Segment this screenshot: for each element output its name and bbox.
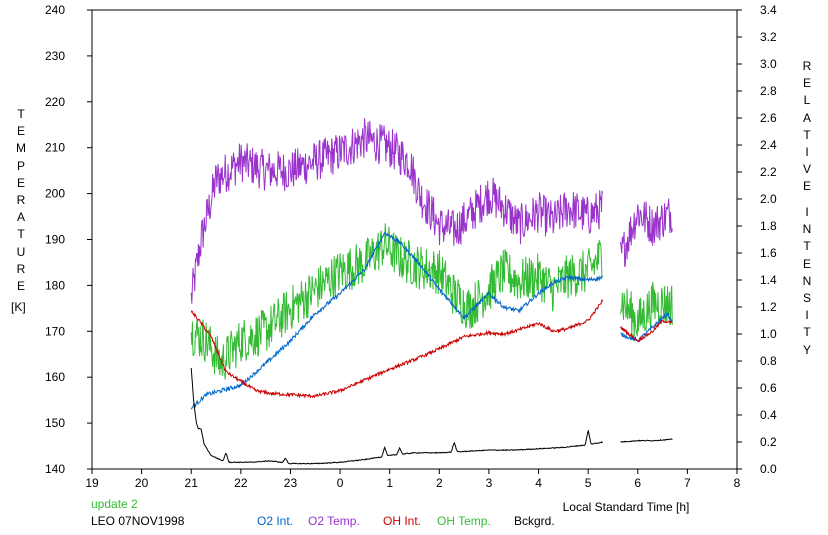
y-right-tick-label: 1.6 (760, 246, 777, 260)
y-left-tick-label: 190 (45, 233, 65, 247)
y-left-tick-label: 170 (45, 324, 65, 338)
series-line-o2-int (190, 231, 603, 410)
y-left-tick-label: 180 (45, 278, 65, 292)
y-right-tick-label: 0.0 (760, 462, 777, 476)
axis-title-letter: Y (802, 342, 811, 357)
y-right-tick-label: 2.6 (760, 111, 777, 125)
y-left-axis-unit: [K] (11, 300, 26, 314)
x-tick-label: 7 (684, 476, 691, 490)
y-right-tick-label: 2.4 (760, 138, 777, 152)
axis-title-letter: M (16, 141, 26, 156)
x-tick-label: 21 (185, 476, 199, 490)
plot-frame (91, 9, 738, 470)
axis-title-letter: A (802, 110, 811, 125)
x-tick-label: 2 (436, 476, 443, 490)
axis-title-letter: E (802, 76, 811, 91)
axis-title-letter: R (16, 192, 26, 207)
x-tick-label: 5 (585, 476, 592, 490)
y-left-tick-label: 220 (45, 95, 65, 109)
axis-title-letter: E (16, 124, 25, 139)
x-tick-label: 20 (135, 476, 149, 490)
axis-title-letter: T (17, 107, 25, 121)
y-left-tick-label: 150 (45, 416, 65, 430)
y-right-tick-label: 3.2 (760, 30, 777, 44)
x-tick-label: 6 (634, 476, 641, 490)
y-left-tick-label: 200 (45, 187, 65, 201)
y-right-tick-label: 1.2 (760, 300, 777, 314)
axis-title-letter: T (803, 325, 811, 340)
y-right-tick-label: 1.4 (760, 273, 777, 287)
x-tick-label: 3 (486, 476, 493, 490)
y-left-tick-label: 160 (45, 370, 65, 384)
y-right-tick-label: 1.8 (760, 219, 777, 233)
x-tick-label: 1 (386, 476, 393, 490)
x-tick-label: 8 (734, 476, 741, 490)
x-tick-label: 19 (85, 476, 99, 490)
axis-title-letter: U (16, 244, 26, 259)
y-left-tick-label: 230 (45, 49, 65, 63)
axis-title-letter: N (802, 273, 812, 288)
legend-entry-oh-temp: OH Temp. (437, 514, 491, 528)
axis-title-letter: T (17, 227, 25, 242)
x-tick-label: 0 (337, 476, 344, 490)
legend-entry-bckgrd: Bckgrd. (514, 514, 555, 528)
axis-title-letter: I (805, 205, 809, 219)
axis-title-letter: E (16, 175, 25, 190)
axis-title-letter: E (16, 278, 25, 293)
series-line-o2-int (620, 312, 673, 343)
series-line-bckgrd (620, 438, 673, 443)
series-line-oh-int (190, 298, 604, 399)
axis-title-letter: P (16, 158, 25, 173)
legend-entry-o2-int: O2 Int. (257, 514, 294, 528)
y-right-tick-label: 2.2 (760, 165, 777, 179)
y-left-tick-label: 240 (45, 3, 65, 17)
axis-title-letter: A (16, 210, 25, 225)
y-right-tick-label: 2.8 (760, 84, 777, 98)
series-line-bckgrd (190, 367, 603, 465)
axis-title-letter: V (802, 162, 811, 177)
axis-title-letter: R (16, 261, 26, 276)
axis-title-letter: R (802, 59, 812, 73)
series-line-oh-temp (620, 281, 673, 337)
axis-title-letter: L (803, 93, 811, 108)
station-date-text: LEO 07NOV1998 (91, 514, 185, 528)
x-tick-label: 22 (234, 476, 248, 490)
legend-entry-o2-temp: O2 Temp. (308, 514, 360, 528)
x-axis-title: Local Standard Time [h] (563, 500, 690, 514)
series-line-o2-temp (620, 198, 673, 268)
series-line-oh-temp (190, 223, 604, 380)
legend-entry-oh-int: OH Int. (383, 514, 422, 528)
series-line-oh-int (620, 319, 673, 342)
axis-title-letter: I (805, 144, 809, 159)
x-tick-label: 4 (535, 476, 542, 490)
status-text: update 2 (91, 497, 138, 511)
series-line-o2-temp (190, 118, 604, 304)
axis-title-letter: I (805, 308, 809, 323)
y-right-tick-label: 1.0 (760, 327, 777, 341)
x-tick-label: 23 (284, 476, 298, 490)
axis-title-letter: T (803, 239, 811, 254)
y-right-tick-label: 0.4 (760, 408, 777, 422)
y-right-tick-label: 3.0 (760, 57, 777, 71)
axis-title-letter: E (802, 179, 811, 194)
axis-title-letter: T (803, 127, 811, 142)
axis-title-letter: S (802, 290, 811, 305)
y-right-tick-label: 2.0 (760, 192, 777, 206)
y-right-tick-label: 0.6 (760, 381, 777, 395)
y-right-tick-label: 3.4 (760, 3, 777, 17)
y-left-tick-label: 140 (45, 462, 65, 476)
axis-title-letter: N (802, 222, 812, 237)
axis-title-letter: E (802, 256, 811, 271)
y-right-tick-label: 0.8 (760, 354, 777, 368)
y-right-tick-label: 0.2 (760, 435, 777, 449)
y-left-tick-label: 210 (45, 141, 65, 155)
